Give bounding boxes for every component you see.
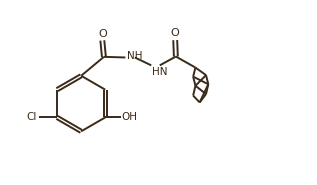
Text: O: O [171, 28, 180, 38]
Text: HN: HN [152, 67, 168, 77]
Text: OH: OH [122, 112, 138, 122]
Text: Cl: Cl [27, 112, 37, 122]
Text: O: O [98, 28, 107, 38]
Text: NH: NH [126, 51, 142, 61]
